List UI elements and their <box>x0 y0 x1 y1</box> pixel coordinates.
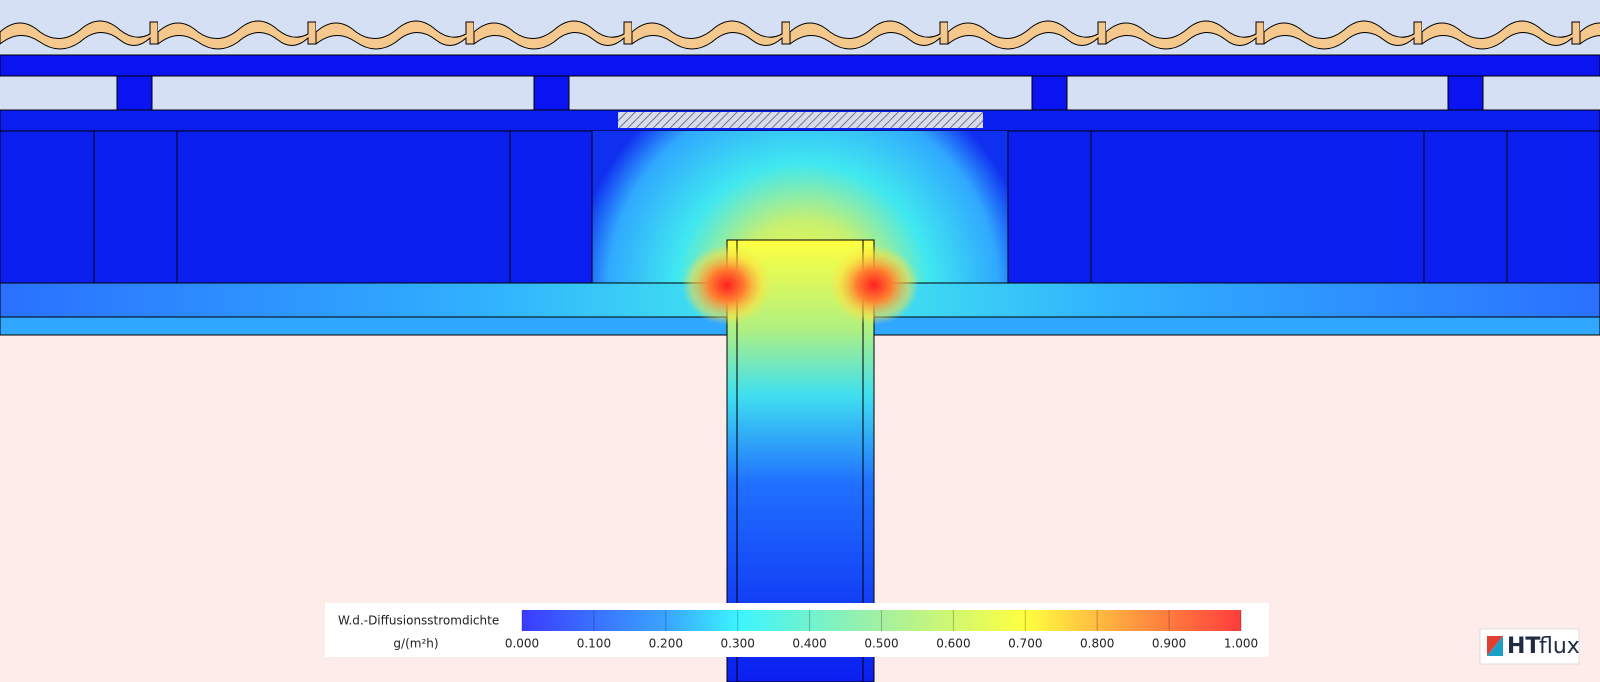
logo: HT flux <box>1479 628 1580 665</box>
colorbar-tick-label: 0.400 <box>792 637 826 651</box>
colorbar-tick-label: 0.300 <box>721 637 755 651</box>
hatched-strip <box>618 112 983 128</box>
colorbar-tick-label: 0.800 <box>1080 637 1114 651</box>
roof-tiles <box>0 10 1600 56</box>
colorbar-tick-label: 0.500 <box>864 637 898 651</box>
legend: W.d.-Diffusionsstromdichte g/(m²h) <box>325 603 1269 657</box>
colorbar-tick-label: 0.200 <box>649 637 683 651</box>
legend-title: W.d.-Diffusionsstromdichte <box>338 614 499 628</box>
hotspot <box>682 245 772 325</box>
colorbar-tick-label: 0.700 <box>1008 637 1042 651</box>
colorbar-tick-label: 0.100 <box>577 637 611 651</box>
hotspot <box>829 245 919 325</box>
logo-suffix: flux <box>1539 634 1580 659</box>
colorbar-tick-label: 0.000 <box>505 637 539 651</box>
logo-icon <box>1487 636 1503 656</box>
colorbar-tick-label: 1.000 <box>1224 637 1258 651</box>
colorbar <box>522 610 1241 631</box>
counter-battens <box>116 75 1484 111</box>
rafters <box>93 131 1508 283</box>
colorbar-tick-label: 0.600 <box>936 637 970 651</box>
logo-brand: HT <box>1507 634 1540 659</box>
colorbar-tick-label: 0.900 <box>1152 637 1186 651</box>
batten-layer <box>0 54 1600 77</box>
legend-unit: g/(m²h) <box>393 637 438 651</box>
